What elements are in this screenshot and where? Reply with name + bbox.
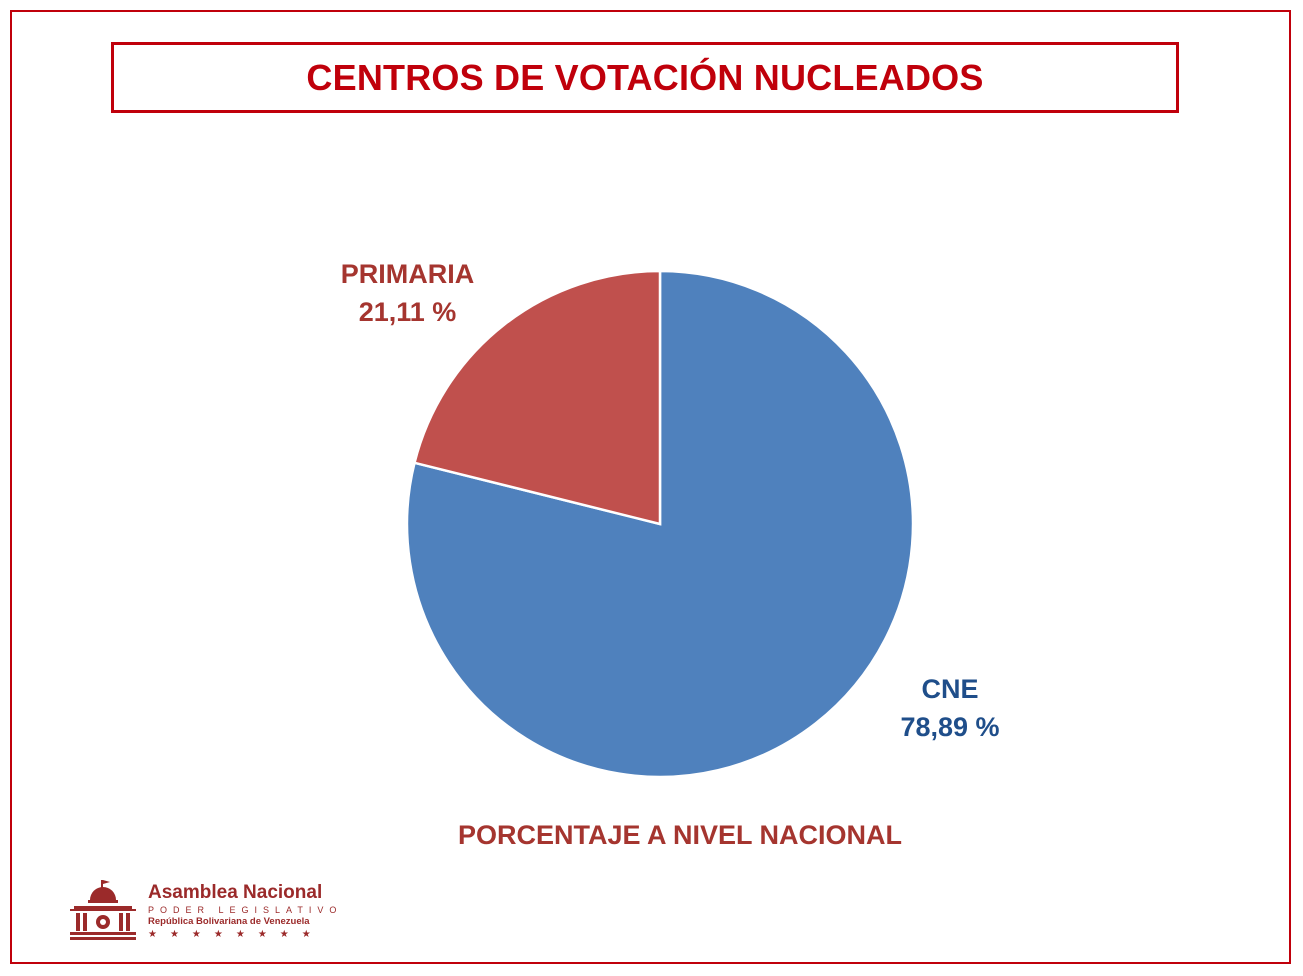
chart-subtitle: PORCENTAJE A NIVEL NACIONAL: [457, 820, 903, 850]
logo-subtitle: PODER LEGISLATIVO: [148, 905, 343, 915]
primaria-label: PRIMARIA: [340, 259, 475, 289]
cne-value: 78,89 %: [900, 712, 1000, 742]
primaria-value: 21,11 %: [358, 297, 457, 327]
cne-label: CNE: [921, 674, 979, 704]
capitol-building-icon: [70, 880, 136, 940]
slide-title: CENTROS DE VOTACIÓN NUCLEADOS: [306, 56, 984, 98]
logo-stars: ★★★★★★★★: [148, 929, 324, 940]
logo-text: Asamblea Nacional PODER LEGISLATIVO Repú…: [148, 882, 342, 942]
title-box: CENTROS DE VOTACIÓN NUCLEADOS: [111, 42, 1179, 113]
cne-data-label: CNE 78,89 %: [870, 670, 1030, 746]
logo-name: Asamblea Nacional: [148, 882, 323, 903]
logo-country: República Bolivariana de Venezuela: [148, 916, 310, 927]
slide-frame: [10, 10, 1291, 964]
asamblea-nacional-logo: Asamblea Nacional PODER LEGISLATIVO Repú…: [68, 878, 348, 944]
primaria-data-label: PRIMARIA 21,11 %: [320, 255, 495, 331]
pie-slice-primaria: [413, 269, 662, 526]
